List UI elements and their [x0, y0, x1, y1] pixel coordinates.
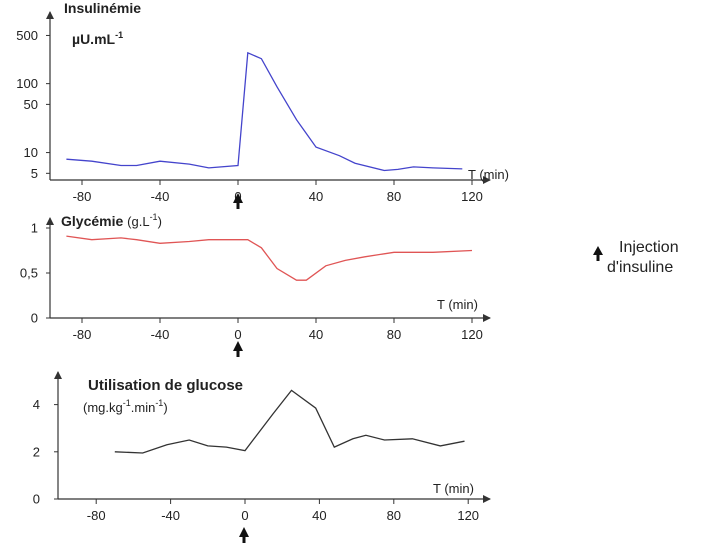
glucose-use-x-tick-label: 40 — [312, 508, 326, 523]
insulin-y-ticks: 500 100 50 10 5 — [16, 28, 50, 181]
insulin-y-tick-label: 5 — [31, 166, 38, 181]
glycemia-x-label: T (min) — [437, 297, 478, 312]
insulin-unit: µU.mL-1 — [72, 30, 123, 47]
glucose-use-title: Utilisation de glucose — [88, 377, 243, 394]
glucose-use-x-label: T (min) — [433, 481, 474, 496]
insulin-x-tick-label: -40 — [151, 189, 170, 204]
insulin-y-tick-label: 50 — [24, 97, 38, 112]
legend-text-line1: Injection — [619, 239, 679, 256]
glucose-use-series-line — [114, 389, 465, 454]
insulin-x-label: T (min) — [468, 167, 509, 182]
glucose-use-x-tick-label: 80 — [387, 508, 401, 523]
glycemia-series-line — [66, 235, 473, 281]
glucose-use-x-ticks: -80 -40 0 40 80 120 — [87, 499, 479, 523]
insulin-x-tick-label: 40 — [309, 189, 323, 204]
insulin-y-tick-label: 10 — [24, 145, 38, 160]
glycemia-x-tick-label: 80 — [387, 327, 401, 342]
glycemia-title: Glycémie (g.L-1) — [61, 212, 162, 229]
glucose-use-y-tick-label: 4 — [33, 397, 40, 412]
insulin-x-tick-label: -80 — [73, 189, 92, 204]
insulin-y-tick-label: 500 — [16, 28, 38, 43]
injection-legend: Injection d'insuline — [593, 239, 679, 276]
glucose-use-injection-arrow-icon — [239, 527, 249, 543]
glycemia-x-ticks: -80 -40 0 40 80 120 — [73, 318, 483, 342]
glucose-use-x-tick-label: 0 — [241, 508, 248, 523]
glycemia-panel: Glycémie (g.L-1) T (min) 10,50 -80 -40 0 40… — [20, 212, 491, 357]
insulin-panel: Insulinémie µU.mL-1 T (min) 50010050105 … — [16, 0, 509, 209]
insulin-series-line — [66, 51, 463, 172]
glycemia-x-tick-label: -40 — [151, 327, 170, 342]
glycemia-x-tick-label: 120 — [461, 327, 483, 342]
legend-arrow-icon — [593, 246, 603, 261]
insulin-x-tick-label: 120 — [461, 189, 483, 204]
glucose-use-x-tick-label: 120 — [457, 508, 479, 523]
glycemia-x-tick-label: 0 — [234, 327, 241, 342]
glucose-use-x-tick-label: -40 — [161, 508, 180, 523]
glucose-use-unit: (mg.kg-1.min-1) — [83, 398, 168, 415]
glucose-use-y-ticks: 4 2 0 — [33, 397, 58, 507]
glycemia-y-tick-label: 0,5 — [20, 266, 38, 281]
glycemia-injection-arrow-icon — [233, 341, 243, 357]
glycemia-x-tick-label: 40 — [309, 327, 323, 342]
glucose-use-panel: Utilisation de glucose (mg.kg-1.min-1) T… — [33, 371, 491, 543]
glycemia-y-tick-label: 1 — [31, 221, 38, 236]
glycemia-x-tick-label: -80 — [73, 327, 92, 342]
insulin-y-tick-label: 100 — [16, 76, 38, 91]
glucose-use-y-tick-label: 0 — [33, 492, 40, 507]
glycemia-y-ticks: 10,50 — [20, 221, 50, 326]
legend-text-line2: d'insuline — [607, 259, 673, 276]
insulin-x-tick-label: 80 — [387, 189, 401, 204]
insulin-title: Insulinémie — [64, 0, 141, 16]
insulin-injection-arrow-icon — [233, 193, 243, 209]
glycemia-y-tick-label: 0 — [31, 311, 38, 326]
glucose-use-y-tick-label: 2 — [33, 444, 40, 459]
glucose-use-x-tick-label: -80 — [87, 508, 106, 523]
